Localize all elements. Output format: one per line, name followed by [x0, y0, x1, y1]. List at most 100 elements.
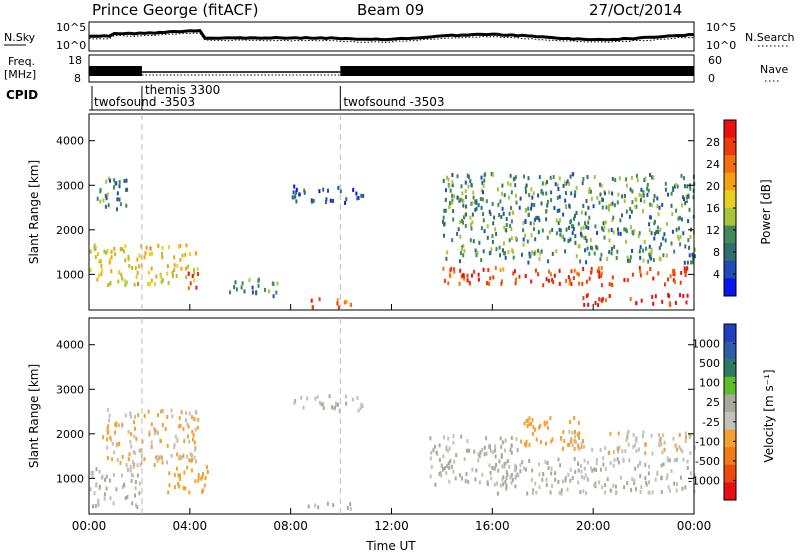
range-cell: [110, 255, 113, 260]
range-cell: [475, 253, 478, 258]
range-cell: [614, 178, 617, 183]
range-cell: [574, 240, 577, 245]
cpid-change-lines: [141, 114, 341, 514]
range-cell: [180, 266, 183, 271]
range-cell: [642, 193, 645, 198]
range-cell: [135, 503, 137, 508]
range-cell: [631, 477, 634, 482]
range-cell: [678, 226, 680, 231]
range-cell: [149, 282, 151, 287]
range-cell: [640, 485, 643, 490]
range-cell: [635, 439, 638, 444]
range-cell: [155, 455, 158, 460]
colorbar-tick-label: 28: [706, 136, 720, 149]
range-cell: [682, 231, 685, 236]
range-cell: [563, 237, 566, 242]
range-cell: [346, 506, 349, 510]
range-cell: [522, 237, 525, 242]
range-cell: [599, 448, 602, 452]
range-cell: [690, 260, 693, 265]
range-cell: [96, 277, 99, 282]
range-cell: [113, 178, 116, 183]
range-cell: [514, 484, 517, 489]
range-cell: [310, 298, 313, 303]
range-cell: [652, 258, 655, 263]
range-cell: [106, 249, 109, 254]
range-cell: [205, 465, 208, 470]
range-cell: [573, 416, 576, 420]
range-cell: [109, 280, 112, 285]
range-cell: [645, 246, 648, 251]
range-cell: [446, 175, 448, 180]
range-cell: [180, 455, 183, 460]
range-cell: [684, 201, 687, 206]
range-cell: [672, 188, 675, 193]
range-cell: [502, 248, 504, 253]
range-cell: [529, 254, 532, 259]
range-cell: [451, 173, 454, 177]
range-cell: [598, 270, 601, 275]
range-cell: [683, 266, 686, 271]
range-cell: [193, 271, 196, 276]
range-cell: [106, 456, 109, 460]
y-tick-label: 1000: [56, 472, 84, 485]
range-cell: [193, 440, 196, 445]
range-cell: [681, 203, 683, 208]
range-cell: [173, 268, 176, 272]
freq-right-tick-low: 0: [708, 72, 715, 85]
range-cell: [634, 204, 637, 209]
range-cell: [361, 404, 364, 409]
range-cell: [267, 289, 270, 294]
range-cell: [145, 245, 148, 250]
range-cell: [179, 423, 182, 428]
range-cell: [622, 458, 625, 463]
range-cell: [430, 464, 433, 469]
range-cell: [129, 468, 132, 473]
x-tick-label: 12:00: [374, 519, 409, 533]
range-cell: [531, 491, 534, 496]
range-cell: [117, 279, 120, 284]
range-cell: [538, 175, 541, 180]
range-cell: [627, 429, 630, 434]
range-cell: [482, 190, 484, 195]
range-cell: [570, 191, 573, 196]
range-cell: [446, 448, 449, 453]
range-cell: [632, 432, 635, 437]
range-cell: [134, 486, 137, 491]
range-cell: [530, 206, 533, 211]
range-cell: [178, 416, 181, 421]
colorbar-swatch: [724, 120, 736, 139]
range-cell: [693, 474, 696, 479]
range-cell: [470, 226, 473, 231]
range-cell: [679, 293, 681, 298]
range-cell: [585, 279, 588, 284]
range-cell: [185, 275, 188, 280]
range-cell: [595, 468, 598, 472]
range-cell: [542, 191, 545, 196]
range-cell: [581, 475, 583, 479]
range-cell: [164, 427, 167, 431]
range-cell: [480, 188, 483, 193]
range-cell: [100, 271, 103, 276]
time-x-label: Time UT: [365, 539, 416, 553]
range-cell: [660, 442, 663, 447]
colorbar-swatch: [724, 172, 736, 191]
range-cell: [650, 203, 653, 208]
range-cell: [672, 436, 675, 441]
range-cell: [185, 410, 188, 415]
range-cell: [505, 486, 508, 491]
range-cell: [676, 184, 679, 189]
y-tick-label: 3000: [56, 383, 84, 396]
range-cell: [674, 443, 677, 448]
range-cell: [651, 294, 654, 299]
range-cell: [459, 259, 461, 264]
range-cell: [597, 266, 600, 271]
colorbar-tick-label: 100: [699, 377, 720, 390]
range-cell: [127, 257, 130, 262]
range-cell: [648, 480, 650, 485]
range-cell: [499, 199, 502, 204]
range-cell: [481, 447, 484, 452]
range-cell: [687, 238, 690, 243]
range-cell: [513, 468, 516, 473]
range-cell: [539, 440, 542, 445]
